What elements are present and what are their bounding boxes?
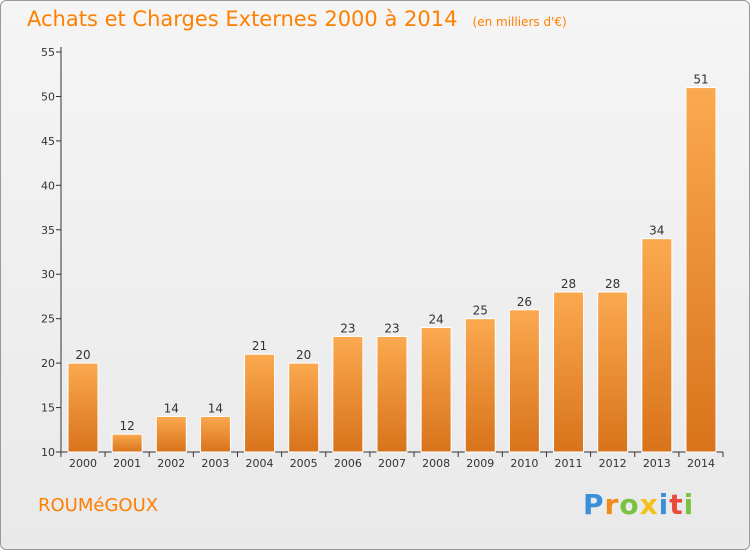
bar-value-label: 51 (693, 73, 708, 87)
bar-value-label: 23 (340, 321, 355, 335)
x-tick-label: 2001 (113, 457, 141, 470)
bar-2004 (244, 353, 276, 453)
bar-2007 (376, 335, 408, 453)
y-tick-label: 30 (41, 268, 55, 281)
x-tick-label: 2011 (555, 457, 583, 470)
bar-2014 (685, 87, 717, 453)
logo-letter: P (583, 488, 605, 521)
bar-2008 (420, 327, 452, 453)
y-axis: 10 15 20 25 30 35 40 45 50 55 (41, 46, 62, 459)
bar-value-label: 26 (517, 295, 532, 309)
bar-value-label: 14 (164, 401, 179, 415)
x-tick-label: 2006 (334, 457, 362, 470)
bar-value-label: 24 (428, 313, 443, 327)
bars (67, 87, 717, 453)
bar-value-labels: 20 12 14 14 21 20 23 23 24 25 26 28 28 34 51 (75, 73, 708, 434)
x-tick-label: 2010 (510, 457, 538, 470)
y-tick-label: 15 (41, 402, 55, 415)
logo-letter: i (683, 488, 695, 521)
x-tick-label: 2008 (422, 457, 450, 470)
logo-letter: i (658, 488, 670, 521)
logo-letter: x (639, 488, 659, 521)
x-axis: 2000 2001 2002 2003 2004 2005 2006 2007 2008 2009… (60, 451, 724, 470)
bar-value-label: 25 (473, 304, 488, 318)
bar-2011 (553, 291, 585, 453)
bar-2001 (111, 433, 143, 453)
bar-2010 (508, 309, 540, 453)
y-tick-label: 40 (41, 179, 55, 192)
x-tick-label: 2000 (69, 457, 97, 470)
bar-value-label: 20 (75, 348, 90, 362)
y-tick-label: 55 (41, 46, 55, 59)
x-tick-label: 2007 (378, 457, 406, 470)
proxiti-logo[interactable]: Proxiti (583, 488, 694, 521)
y-tick-label: 20 (41, 357, 55, 370)
bar-value-label: 23 (384, 321, 399, 335)
x-tick-label: 2014 (687, 457, 715, 470)
bar-value-label: 34 (649, 224, 664, 238)
x-tick-label: 2005 (290, 457, 318, 470)
x-tick-label: 2012 (599, 457, 627, 470)
chart-subtitle: (en milliers d'€) (472, 15, 567, 29)
bar-value-label: 28 (561, 277, 576, 291)
logo-letter: o (619, 488, 640, 521)
y-tick-label: 25 (41, 313, 55, 326)
bar-value-label: 20 (296, 348, 311, 362)
chart-title: Achats et Charges Externes 2000 à 2014 (27, 7, 458, 31)
chart-title-block: Achats et Charges Externes 2000 à 2014 (… (27, 7, 567, 31)
x-tick-label: 2003 (201, 457, 229, 470)
y-tick-label: 35 (41, 224, 55, 237)
bar-value-label: 28 (605, 277, 620, 291)
bar-2013 (641, 238, 673, 453)
bar-2012 (597, 291, 629, 453)
bar-value-label: 14 (208, 401, 223, 415)
bar-2009 (464, 318, 496, 453)
bar-2003 (199, 415, 231, 453)
bar-value-label: 21 (252, 339, 267, 353)
logo-letter: r (604, 488, 620, 521)
bar-value-label: 12 (119, 419, 134, 433)
bar-2005 (288, 362, 320, 453)
x-tick-label: 2002 (157, 457, 185, 470)
y-tick-label: 50 (41, 90, 55, 103)
bar-2000 (67, 362, 99, 453)
bar-2002 (155, 415, 187, 453)
bar-2006 (332, 335, 364, 453)
logo-letter: t (669, 488, 684, 521)
y-tick-label: 10 (41, 446, 55, 459)
y-tick-label: 45 (41, 135, 55, 148)
x-tick-label: 2013 (643, 457, 671, 470)
x-tick-label: 2004 (246, 457, 274, 470)
x-tick-label: 2009 (466, 457, 494, 470)
commune-name: ROUMéGOUX (38, 495, 159, 516)
